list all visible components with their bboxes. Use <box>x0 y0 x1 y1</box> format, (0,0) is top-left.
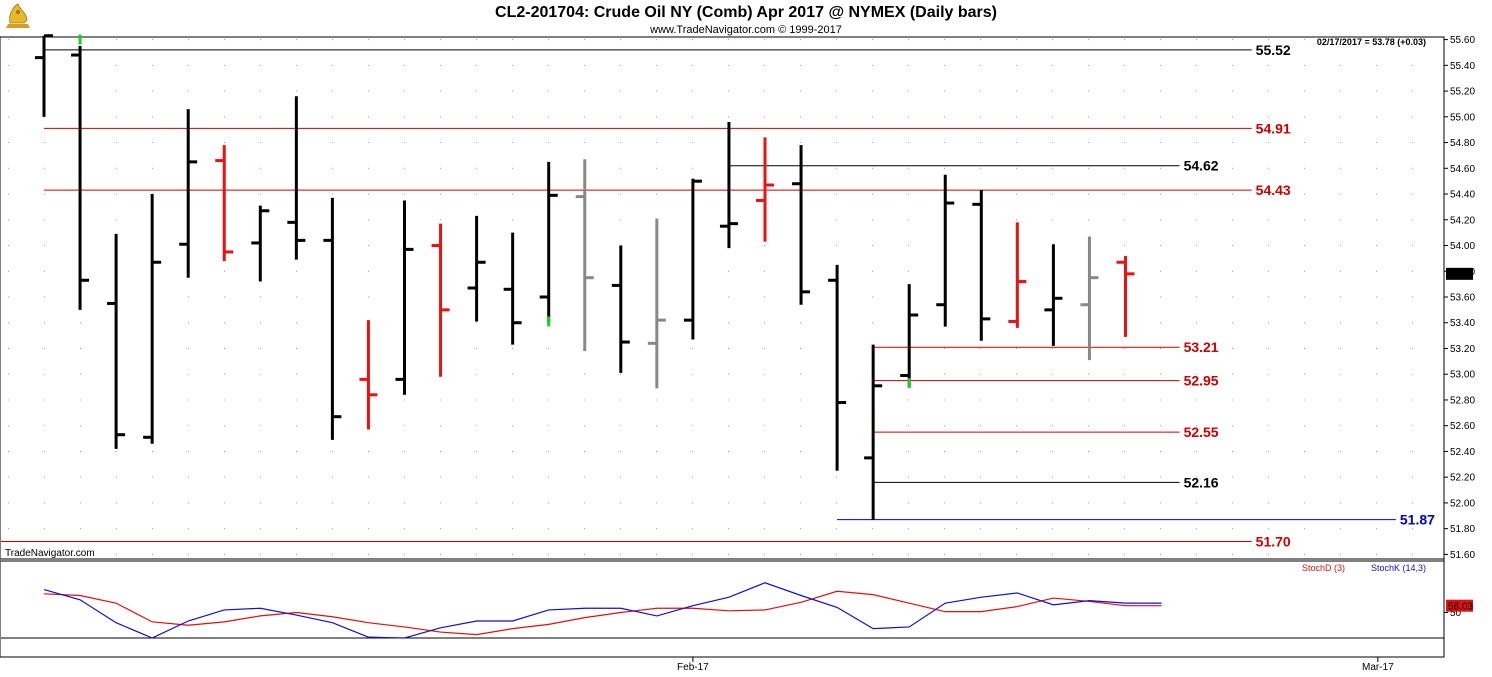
stoch-last-box <box>1446 599 1473 612</box>
y-tick-label-16: 52.40 <box>1450 447 1475 458</box>
y-tick-label-12: 53.20 <box>1450 344 1475 355</box>
y-tick-label-7: 54.20 <box>1450 215 1475 226</box>
level-label-0: 55.52 <box>1256 42 1291 58</box>
ohlc-bar-18 <box>683 178 702 340</box>
ohlc-bar-0 <box>35 34 53 117</box>
logo <box>6 3 30 28</box>
y-tick-label-2: 55.20 <box>1450 87 1475 98</box>
ohlc-bar-28 <box>1044 244 1063 346</box>
y-tick-label-5: 54.60 <box>1450 164 1475 175</box>
y-tick-label-14: 52.80 <box>1450 395 1475 406</box>
y-tick-label-13: 53.00 <box>1450 370 1475 381</box>
price-bars <box>35 34 1135 520</box>
level-label-7: 52.16 <box>1184 474 1219 490</box>
legend-stochD: StochD (3) <box>1302 563 1345 573</box>
y-tick-label-17: 52.20 <box>1450 473 1475 484</box>
level-label-8: 51.87 <box>1400 512 1435 528</box>
ohlc-bar-13 <box>503 232 522 345</box>
ohlc-bar-15 <box>575 159 594 352</box>
ohlc-bar-26 <box>972 190 991 341</box>
ohlc-bar-12 <box>467 215 486 322</box>
ohlc-bar-4 <box>179 109 198 278</box>
level-label-9: 51.70 <box>1256 534 1291 550</box>
x-tick-label-1: Mar-17 <box>1362 662 1394 673</box>
quote-readout: 02/17/2017 = 53.78 (+0.03) <box>1317 37 1426 47</box>
ohlc-bar-22 <box>828 264 847 471</box>
ohlc-bar-1 <box>71 46 90 310</box>
y-tick-label-15: 52.60 <box>1450 421 1475 432</box>
ohlc-bar-11 <box>431 223 450 377</box>
ohlc-bar-6 <box>251 205 270 282</box>
level-label-4: 53.21 <box>1184 339 1219 355</box>
y-tick-label-19: 51.80 <box>1450 524 1475 535</box>
last-price-box <box>1446 267 1473 280</box>
ohlc-bar-19 <box>719 121 738 249</box>
ohlc-bar-5 <box>215 145 234 261</box>
y-tick-label-0: 55.60 <box>1450 35 1475 46</box>
ohlc-bar-23 <box>864 344 883 520</box>
last-price-label: 53.78 <box>1448 270 1473 281</box>
level-label-3: 54.43 <box>1256 182 1291 198</box>
ohlc-bar-3 <box>143 194 162 444</box>
stoch-series-0 <box>43 590 1162 636</box>
y-tick-label-6: 54.40 <box>1450 190 1475 201</box>
level-label-2: 54.62 <box>1184 158 1219 174</box>
y-tick-label-11: 53.40 <box>1450 318 1475 329</box>
price-levels: 55.52 54.91 54.62 54.43 53.21 52.95 52.55 52.16… <box>1 42 1435 550</box>
stoch-last-label: 58.03 <box>1448 602 1473 613</box>
ohlc-bar-16 <box>611 245 630 373</box>
chart-title: CL2-201704: Crude Oil NY (Comb) Apr 2017… <box>495 4 997 21</box>
level-label-1: 54.91 <box>1256 120 1291 136</box>
ohlc-bar-2 <box>107 233 126 449</box>
ohlc-bar-29 <box>1080 236 1099 361</box>
legend-stochK: StochK (14,3) <box>1371 563 1426 573</box>
ohlc-bar-10 <box>395 200 414 395</box>
ohlc-bar-24 <box>900 284 919 386</box>
y-tick-label-3: 55.00 <box>1450 112 1475 123</box>
ohlc-bar-9 <box>359 320 378 430</box>
watermark: TradeNavigator.com <box>5 548 95 559</box>
ohlc-bar-20 <box>756 137 774 242</box>
ohlc-bar-7 <box>287 96 306 260</box>
level-label-5: 52.95 <box>1184 373 1219 389</box>
date-axis: Feb-17 Mar-17 <box>0 37 1445 673</box>
stoch-panel <box>0 560 1445 658</box>
stoch-lines <box>43 582 1162 639</box>
y-tick-label-10: 53.60 <box>1450 293 1475 304</box>
x-tick-label-0: Feb-17 <box>677 662 709 673</box>
ohlc-bar-17 <box>647 218 666 389</box>
price-panel <box>0 36 1445 560</box>
ohlc-bar-8 <box>323 197 342 440</box>
ohlc-bar-27 <box>1008 222 1027 328</box>
level-label-6: 52.55 <box>1184 424 1219 440</box>
price-axis: 55.60 55.40 55.20 55.00 54.80 54.60 54.40 54.20… <box>1444 35 1475 561</box>
ohlc-bar-14 <box>539 161 558 323</box>
stoch-series-1 <box>43 582 1162 639</box>
ohlc-bar-30 <box>1116 255 1135 337</box>
y-tick-label-4: 54.80 <box>1450 138 1475 149</box>
ohlc-bar-25 <box>936 174 955 327</box>
y-tick-label-20: 51.60 <box>1450 550 1475 561</box>
gold-bull-logo-icon <box>6 3 30 28</box>
y-tick-label-8: 54.00 <box>1450 241 1475 252</box>
stoch-tick-label-0: 50 <box>1450 608 1462 619</box>
ohlc-bar-21 <box>792 145 811 305</box>
y-tick-label-1: 55.40 <box>1450 61 1475 72</box>
y-tick-label-18: 52.00 <box>1450 498 1475 509</box>
chart-subtitle: www.TradeNavigator.com © 1999-2017 <box>649 24 842 36</box>
